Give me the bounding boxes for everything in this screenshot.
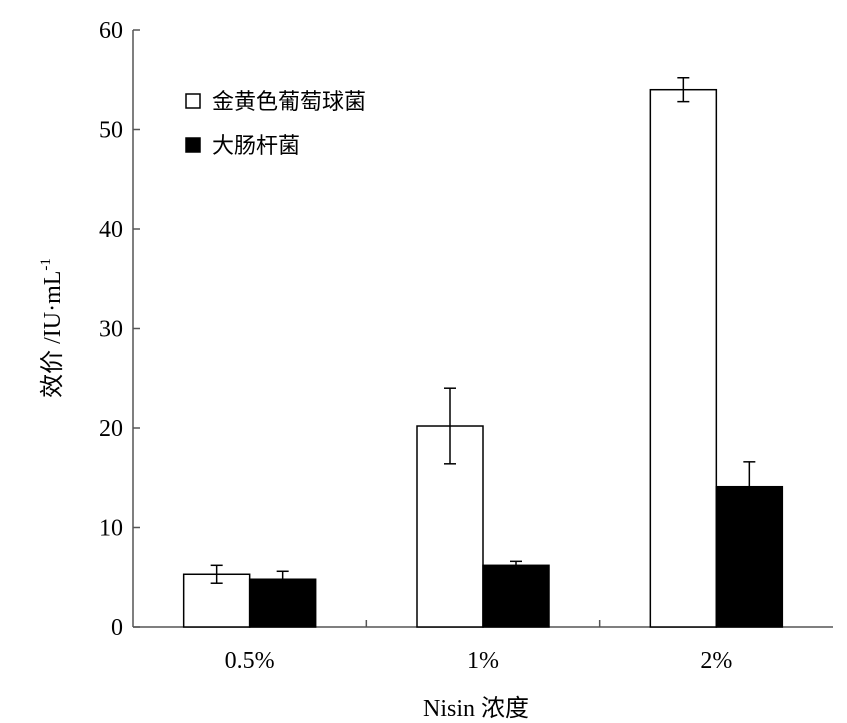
- error-bars: [210, 77, 756, 588]
- legend-label: 大肠杆菌: [212, 134, 300, 159]
- bar: [649, 88, 718, 628]
- x-tick-label: 2%: [700, 648, 732, 674]
- bar: [482, 564, 550, 628]
- legend-swatch: [185, 93, 201, 109]
- x-tick-label: 1%: [467, 648, 499, 674]
- y-tick-label: 10: [99, 516, 123, 542]
- x-axis-title: Nisin 浓度: [423, 695, 529, 722]
- y-tick-label: 40: [99, 217, 123, 243]
- y-axis-title-superscript: -1: [38, 258, 54, 271]
- x-ticks: 0.5% 1% 2%: [225, 620, 732, 674]
- y-tick-label: 30: [99, 317, 123, 343]
- legend-swatch: [185, 137, 201, 153]
- y-tick-label: 0: [111, 615, 123, 641]
- x-tick-label: 0.5%: [225, 648, 275, 674]
- y-ticks: 0 10 20 30 40 50 60: [99, 18, 140, 641]
- y-tick-label: 60: [99, 18, 123, 44]
- y-tick-label: 50: [99, 118, 123, 144]
- legend-label: 金黄色葡萄球菌: [212, 90, 366, 115]
- y-tick-label: 20: [99, 416, 123, 442]
- y-axis-title: 效价 /IU·mL-1: [38, 258, 66, 398]
- y-axis-title-main: 效价 /IU·mL: [39, 271, 66, 398]
- bars: [182, 88, 784, 628]
